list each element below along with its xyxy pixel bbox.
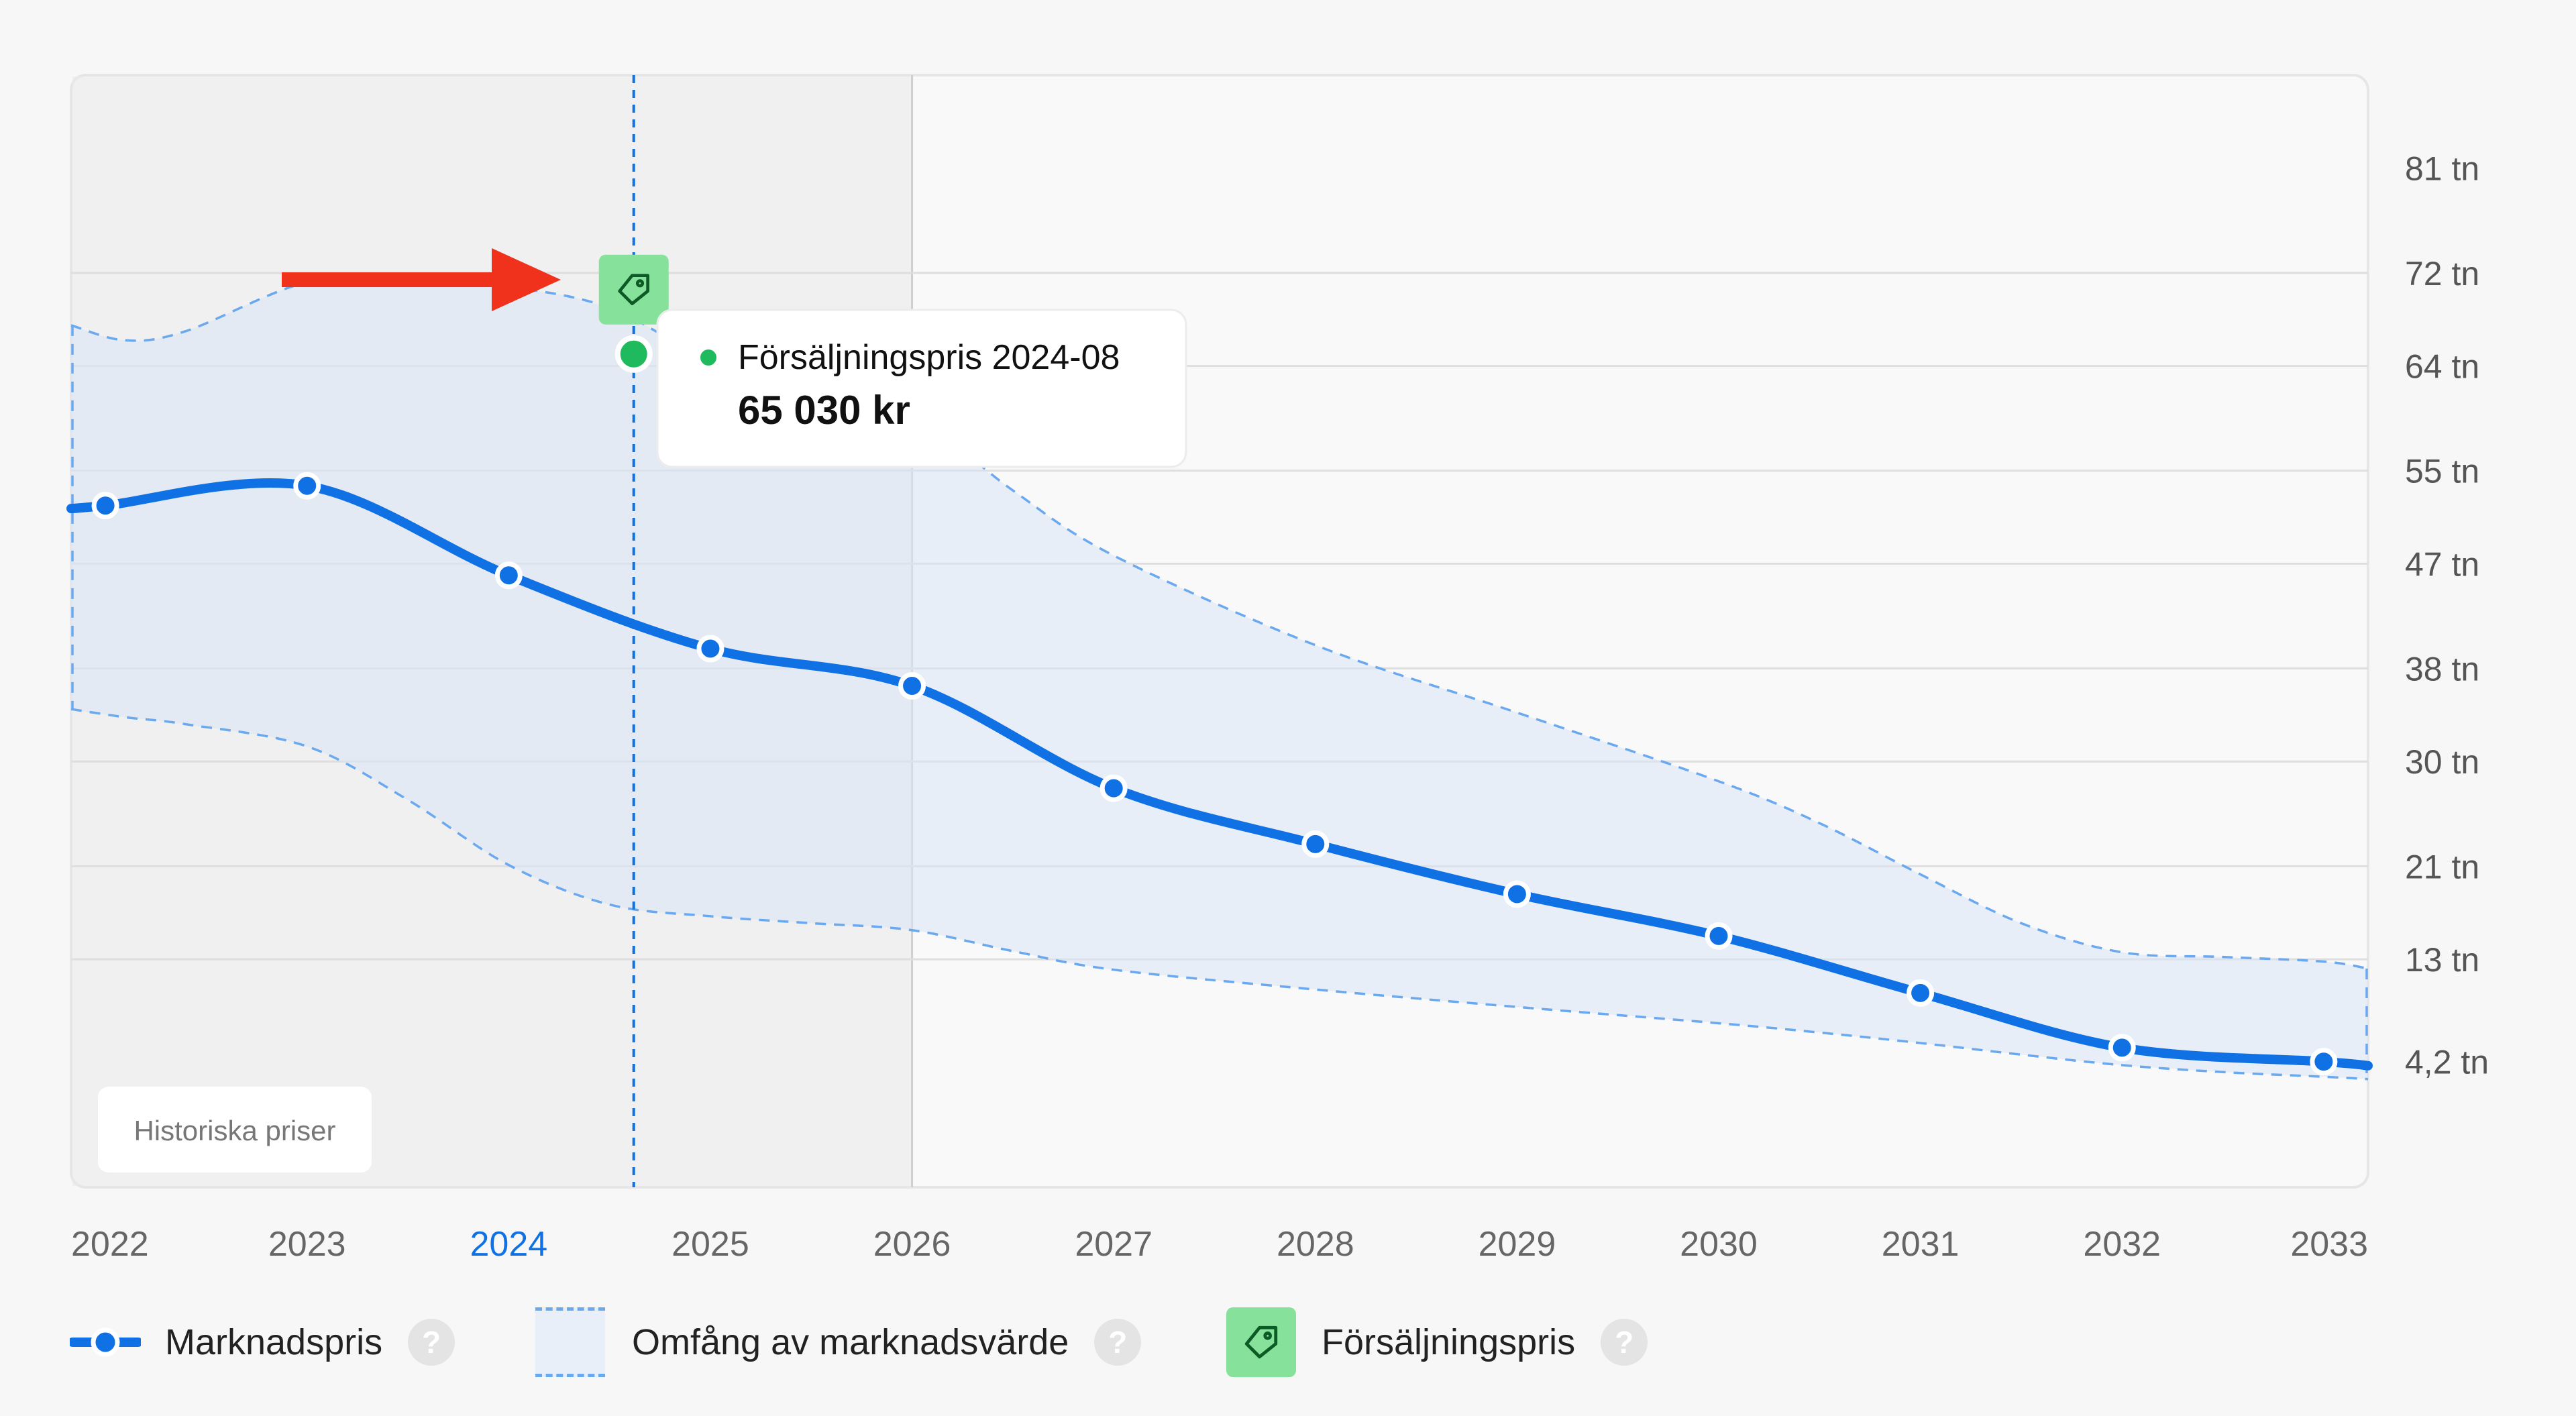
y-tick-label: 64 tn — [2405, 348, 2479, 386]
x-tick-label: 2029 — [1479, 1225, 1556, 1264]
series-line — [66, 478, 2373, 1071]
data-point — [1503, 880, 1531, 908]
y-tick-label: 55 tn — [2405, 453, 2479, 490]
x-tick-label: 2024 — [470, 1225, 547, 1264]
legend-item-value-range[interactable]: Omfång av marknadsvärde ? — [535, 1305, 1142, 1379]
y-tick-label: 13 tn — [2405, 941, 2479, 979]
data-point — [696, 635, 724, 663]
x-tick-label: 2022 — [71, 1225, 149, 1264]
x-tick-label: 2025 — [672, 1225, 749, 1264]
sale-point — [614, 335, 653, 373]
data-point — [494, 561, 523, 590]
x-tick-label: 2033 — [2290, 1225, 2368, 1264]
data-point — [898, 672, 926, 700]
tooltip: Försäljningspris 2024-08 65 030 kr — [656, 309, 1187, 468]
legend-label-market-price: Marknadspris — [165, 1322, 383, 1362]
x-tick-label: 2026 — [873, 1225, 951, 1264]
tooltip-value: 65 030 kr — [738, 388, 910, 433]
legend-item-market-price[interactable]: Marknadspris ? — [70, 1305, 455, 1379]
tag-icon-hole — [635, 279, 645, 288]
tooltip-dot — [700, 349, 716, 366]
data-point — [91, 492, 119, 520]
data-point — [1705, 922, 1733, 950]
legend-label-sale-price: Försäljningspris — [1322, 1322, 1576, 1362]
help-icon[interactable]: ? — [1094, 1319, 1142, 1366]
data-point — [1301, 830, 1330, 858]
data-point — [1907, 979, 1935, 1007]
range-swatch-icon — [535, 1307, 605, 1377]
x-tick-label: 2030 — [1680, 1225, 1758, 1264]
sale-tag-marker — [598, 254, 669, 325]
help-icon[interactable]: ? — [1601, 1319, 1648, 1366]
legend-item-sale-price[interactable]: Försäljningspris ? — [1226, 1305, 1648, 1379]
data-point — [293, 472, 321, 500]
x-tick-label: 2031 — [1882, 1225, 1960, 1264]
historical-label-text: Historiska priser — [133, 1115, 335, 1146]
tooltip-title: Försäljningspris 2024-08 — [738, 338, 1120, 377]
y-tick-label: 21 tn — [2405, 848, 2479, 885]
legend-label-value-range: Omfång av marknadsvärde — [632, 1322, 1069, 1362]
y-tick-label: 81 tn — [2405, 150, 2479, 188]
line-marker-icon — [70, 1327, 141, 1357]
help-icon[interactable]: ? — [408, 1319, 455, 1366]
value-range-lower — [70, 708, 2369, 1081]
tag-icon — [1226, 1307, 1296, 1377]
data-point — [2108, 1034, 2136, 1062]
tag-icon-shape — [618, 274, 649, 305]
x-tick-label: 2032 — [2083, 1225, 2161, 1264]
tag-icon — [618, 274, 649, 305]
y-tick-label: 38 tn — [2405, 650, 2479, 688]
x-tick-label: 2028 — [1277, 1225, 1354, 1264]
y-tick-label: 4,2 tn — [2405, 1044, 2489, 1081]
x-tick-label: 2023 — [268, 1225, 346, 1264]
data-point — [2310, 1048, 2338, 1076]
y-tick-label: 47 tn — [2405, 545, 2479, 583]
annotation-arrow-head — [492, 248, 561, 311]
y-tick-label: 30 tn — [2405, 743, 2479, 781]
data-point — [1099, 774, 1128, 802]
historical-label: Historiska priser — [98, 1087, 372, 1173]
y-tick-label: 72 tn — [2405, 255, 2479, 292]
sale-tag-background — [598, 254, 669, 325]
x-tick-label: 2027 — [1075, 1225, 1152, 1264]
value-range-band — [71, 277, 2368, 1079]
